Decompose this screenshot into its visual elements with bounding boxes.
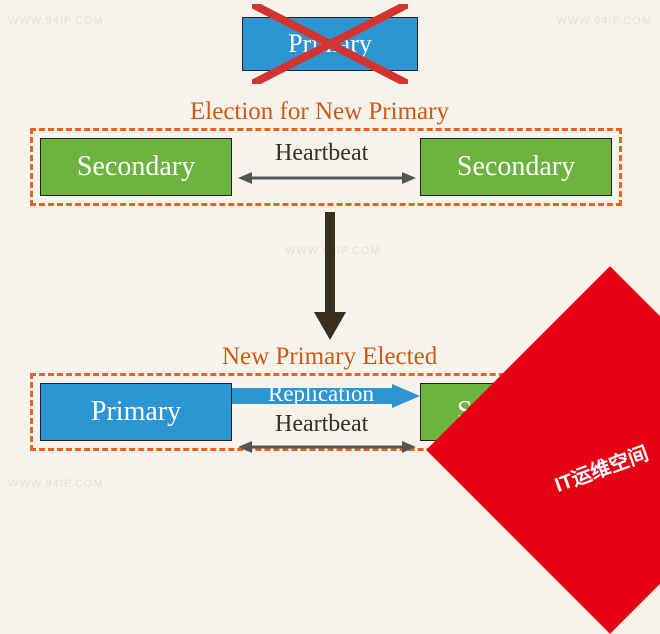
election-secondary-left-label: Secondary xyxy=(77,151,195,183)
heartbeat-label-2: Heartbeat xyxy=(275,411,368,438)
heartbeat-arrow-1 xyxy=(238,168,416,188)
cross-icon xyxy=(252,4,408,84)
election-title: Election for New Primary xyxy=(190,98,449,126)
election-secondary-right: Secondary xyxy=(420,138,612,196)
heartbeat-label-1: Heartbeat xyxy=(275,140,368,167)
watermark-2: WWW.94IP.COM xyxy=(556,15,652,27)
new-primary-label: Primary xyxy=(91,396,181,428)
watermark-1: WWW.94IP.COM xyxy=(8,15,104,27)
new-primary-node: Primary xyxy=(40,383,232,441)
election-secondary-left: Secondary xyxy=(40,138,232,196)
heartbeat-arrow-2 xyxy=(238,437,416,457)
down-arrow xyxy=(310,212,350,340)
replication-label: Replication xyxy=(268,381,374,407)
elected-title: New Primary Elected xyxy=(222,343,437,371)
watermark-5: WWW.94IP.COM xyxy=(8,478,104,490)
election-secondary-right-label: Secondary xyxy=(457,151,575,183)
